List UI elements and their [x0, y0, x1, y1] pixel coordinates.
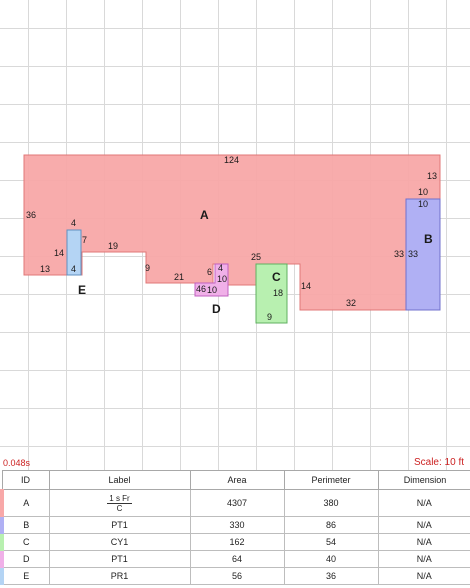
row-area: 56	[189, 567, 285, 585]
fraction-label: 1 s Fr C	[107, 494, 132, 513]
col-area[interactable]: Area	[189, 470, 285, 490]
row-id: D	[0, 550, 50, 568]
area-table: ID Label Area Perimeter Dimension A 1 s …	[0, 470, 470, 585]
row-label: PR1	[48, 567, 191, 585]
table-row[interactable]: E PR1 56 36 N/A	[0, 567, 470, 585]
scale-indicator: Scale: 10 ft	[413, 457, 464, 468]
table-row[interactable]: D PT1 64 40 N/A	[0, 550, 470, 568]
table-row[interactable]: C CY1 162 54 N/A	[0, 533, 470, 551]
col-id[interactable]: ID	[1, 470, 50, 490]
dim-label: 32	[346, 298, 356, 308]
render-timer: 0.048s	[3, 458, 31, 468]
row-perimeter: 380	[283, 489, 379, 517]
row-perimeter: 40	[283, 550, 379, 568]
dim-label: 13	[40, 264, 50, 274]
row-area: 4307	[189, 489, 285, 517]
col-dimension[interactable]: Dimension	[377, 470, 470, 490]
row-label: 1 s Fr C	[48, 489, 191, 517]
dim-label: 7	[82, 235, 87, 245]
dim-label: 4	[196, 284, 201, 294]
row-area: 162	[189, 533, 285, 551]
row-id: A	[0, 489, 50, 517]
table-header: ID Label Area Perimeter Dimension	[1, 470, 470, 490]
row-dimension: N/A	[377, 567, 470, 585]
row-perimeter: 86	[283, 516, 379, 534]
dim-label: 10	[418, 199, 428, 209]
row-label: CY1	[48, 533, 191, 551]
dim-label: 33	[408, 249, 418, 259]
row-perimeter: 36	[283, 567, 379, 585]
dim-label: 33	[394, 249, 404, 259]
dim-label: 14	[301, 281, 311, 291]
area-a-shape[interactable]	[23, 154, 441, 311]
row-id: E	[0, 567, 50, 585]
row-dimension: N/A	[377, 489, 470, 517]
col-label[interactable]: Label	[48, 470, 191, 490]
dim-label: 124	[224, 155, 239, 165]
dim-label: 10	[217, 274, 227, 284]
table-row[interactable]: B PT1 330 86 N/A	[0, 516, 470, 534]
table-row[interactable]: A 1 s Fr C 4307 380 N/A	[0, 489, 470, 517]
row-id: C	[0, 533, 50, 551]
area-b-letter: B	[424, 232, 433, 246]
dim-label: 4	[218, 263, 223, 273]
area-a-letter: A	[200, 208, 209, 222]
dim-label: 14	[54, 248, 64, 258]
area-d-letter: D	[212, 302, 221, 316]
row-dimension: N/A	[377, 533, 470, 551]
dim-label: 4	[71, 218, 76, 228]
dim-label: 6	[207, 267, 212, 277]
row-area: 64	[189, 550, 285, 568]
area-c-letter: C	[272, 270, 281, 284]
area-e-shape[interactable]	[66, 229, 82, 276]
row-label: PT1	[48, 550, 191, 568]
area-e-letter: E	[78, 283, 86, 297]
dim-label: 36	[26, 210, 36, 220]
floor-plan[interactable]: A B C D E 124 13 10 36 14 4 7 19 13 9 21…	[0, 0, 470, 470]
dim-label: 18	[273, 288, 283, 298]
dim-label: 21	[174, 272, 184, 282]
row-perimeter: 54	[283, 533, 379, 551]
area-d-shape[interactable]	[194, 263, 229, 297]
area-c-shape[interactable]	[255, 263, 288, 324]
dim-label: 10	[207, 285, 217, 295]
row-label: PT1	[48, 516, 191, 534]
dim-label: 4	[71, 264, 76, 274]
dim-label: 25	[251, 252, 261, 262]
row-area: 330	[189, 516, 285, 534]
row-dimension: N/A	[377, 550, 470, 568]
dim-label: 19	[108, 241, 118, 251]
dim-label: 9	[267, 312, 272, 322]
dim-label: 9	[145, 263, 150, 273]
col-perimeter[interactable]: Perimeter	[283, 470, 379, 490]
row-dimension: N/A	[377, 516, 470, 534]
sketch-canvas[interactable]: A B C D E 124 13 10 36 14 4 7 19 13 9 21…	[0, 0, 470, 470]
row-id: B	[0, 516, 50, 534]
dim-label: 10	[418, 187, 428, 197]
dim-label: 6	[201, 284, 206, 294]
dim-label: 13	[427, 171, 437, 181]
area-b-shape[interactable]	[405, 198, 441, 311]
